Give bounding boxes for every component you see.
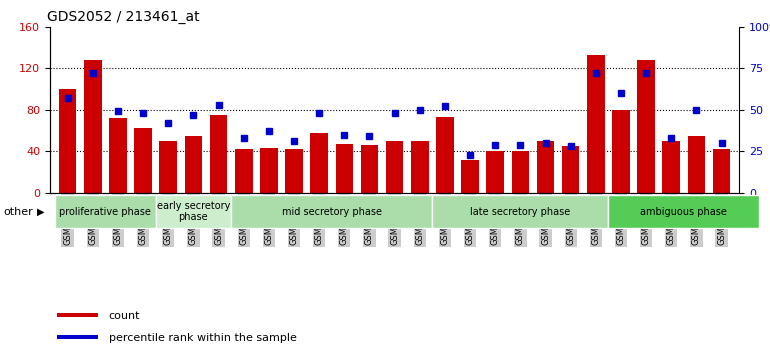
Bar	[134, 129, 152, 193]
FancyBboxPatch shape	[55, 195, 156, 228]
Bar	[360, 145, 378, 193]
Bar	[612, 110, 630, 193]
Bar	[260, 148, 278, 193]
Text: ▶: ▶	[37, 206, 45, 217]
Bar	[562, 146, 580, 193]
Text: ambiguous phase: ambiguous phase	[641, 206, 728, 217]
Bar	[587, 55, 604, 193]
FancyBboxPatch shape	[231, 195, 432, 228]
Bar	[336, 144, 353, 193]
Bar	[511, 152, 529, 193]
Bar	[713, 149, 731, 193]
FancyBboxPatch shape	[608, 195, 759, 228]
Bar	[411, 141, 429, 193]
Bar	[109, 118, 127, 193]
Text: early secretory
phase: early secretory phase	[157, 201, 230, 222]
FancyBboxPatch shape	[432, 195, 608, 228]
Bar	[159, 141, 177, 193]
Bar	[185, 136, 203, 193]
Text: other: other	[4, 206, 34, 217]
Bar	[285, 149, 303, 193]
Bar	[57, 335, 99, 339]
Text: proliferative phase: proliferative phase	[59, 206, 152, 217]
Bar	[537, 141, 554, 193]
Text: mid secretory phase: mid secretory phase	[282, 206, 382, 217]
Bar	[662, 141, 680, 193]
Bar	[688, 136, 705, 193]
Text: count: count	[109, 311, 140, 321]
Bar	[487, 152, 504, 193]
Text: GDS2052 / 213461_at: GDS2052 / 213461_at	[47, 10, 199, 24]
Bar	[436, 117, 454, 193]
Bar	[310, 133, 328, 193]
Bar	[235, 149, 253, 193]
Bar	[386, 141, 403, 193]
Bar	[84, 60, 102, 193]
Bar	[59, 89, 76, 193]
Bar	[461, 160, 479, 193]
FancyBboxPatch shape	[156, 195, 231, 228]
Text: late secretory phase: late secretory phase	[470, 206, 571, 217]
Bar	[638, 60, 655, 193]
Text: percentile rank within the sample: percentile rank within the sample	[109, 332, 296, 343]
Bar	[209, 115, 227, 193]
Bar	[57, 313, 99, 317]
